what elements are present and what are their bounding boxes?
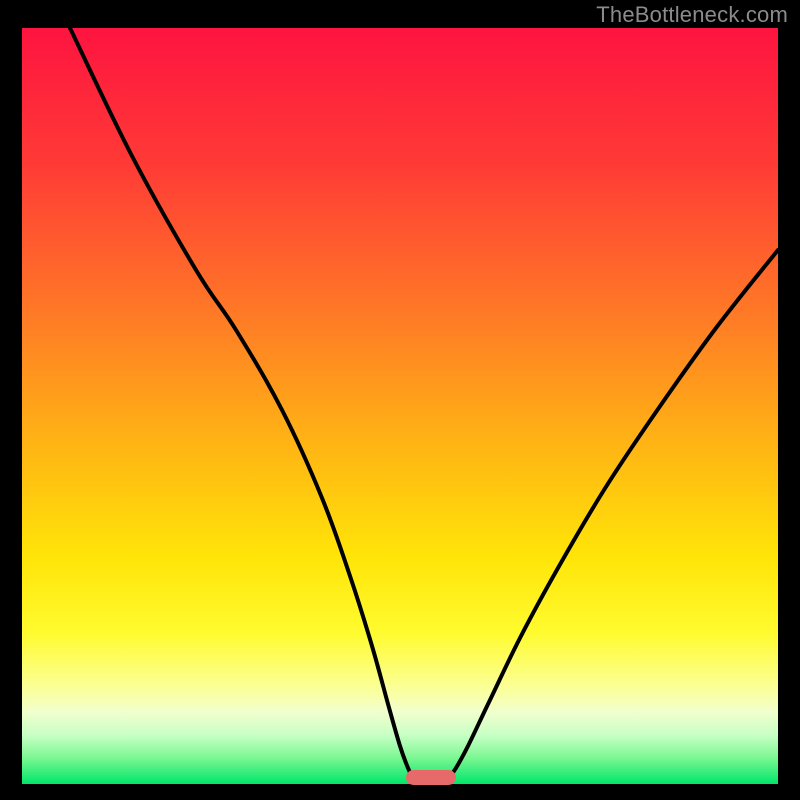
plot-area	[22, 28, 778, 784]
bottleneck-curve	[22, 28, 778, 784]
watermark-text: TheBottleneck.com	[596, 2, 788, 28]
chart-frame: TheBottleneck.com	[0, 0, 800, 800]
optimal-marker	[406, 770, 456, 785]
